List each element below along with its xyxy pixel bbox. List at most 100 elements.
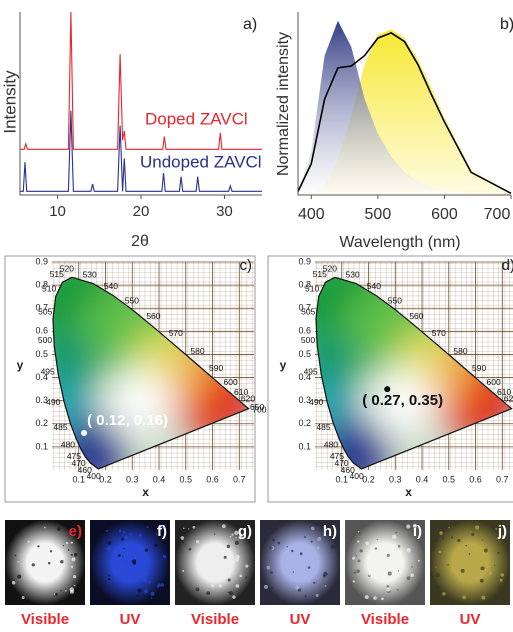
speckle: [129, 533, 132, 536]
speckle: [229, 535, 232, 538]
speckle: [122, 555, 124, 557]
speckle: [286, 546, 288, 548]
photo-caption: Visible: [361, 611, 409, 628]
speckle: [499, 578, 503, 582]
speckle: [147, 594, 151, 598]
speckle: [471, 532, 475, 536]
speckle: [374, 547, 378, 550]
speckle: [243, 588, 248, 593]
speckle: [41, 568, 43, 571]
y-tick-label: 0.8: [298, 279, 311, 289]
speckle: [105, 529, 108, 532]
speckle: [213, 533, 216, 535]
x-tick-label: 0.2: [99, 474, 112, 484]
y-axis-label: Normalized intensity: [275, 32, 292, 176]
speckle: [182, 541, 184, 544]
locus-label: 495: [304, 367, 318, 377]
speckle: [108, 578, 111, 581]
locus-label: 400: [86, 471, 100, 481]
speckle: [356, 569, 360, 574]
speckle: [65, 541, 69, 545]
speckle: [47, 561, 51, 565]
locus-label: 530: [82, 270, 96, 280]
speckle: [106, 546, 112, 551]
x-tick-label: 0.4: [153, 474, 166, 484]
locus-label: 560: [409, 311, 423, 321]
speckle: [71, 557, 76, 562]
speckle: [357, 530, 360, 533]
y-tick-label: 0.1: [298, 441, 311, 451]
axis-frame: [19, 12, 262, 196]
speckle: [386, 585, 390, 588]
speckle: [238, 535, 243, 540]
speckle: [465, 544, 468, 547]
x-tick-label: 0.6: [206, 474, 219, 484]
x-tick-label: 0.1: [335, 474, 348, 484]
speckle: [451, 569, 455, 573]
panel-label: c): [240, 257, 253, 274]
locus-label: 400: [349, 471, 363, 481]
speckle: [497, 524, 502, 529]
speckle: [122, 530, 125, 533]
locus-label: 485: [53, 422, 67, 432]
y-axis-label: Intensity: [0, 70, 19, 134]
locus-label: 540: [104, 281, 118, 291]
speckle: [70, 553, 73, 556]
speckle: [21, 596, 25, 600]
locus-label: 540: [367, 281, 381, 291]
photo-caption: Visible: [191, 611, 239, 628]
y-tick-label: 0.1: [35, 441, 48, 451]
speckle: [245, 564, 249, 568]
speckle: [27, 540, 30, 543]
annotation: Doped ZAVCl: [145, 109, 248, 128]
speckle: [206, 591, 211, 595]
speckle: [57, 527, 61, 531]
locus-label: 495: [41, 367, 55, 377]
spectrum-area: [298, 20, 511, 196]
speckle: [235, 554, 240, 559]
speckle: [479, 578, 484, 583]
x-tick-label: 30: [216, 203, 233, 220]
speckle: [272, 538, 275, 542]
speckle: [375, 554, 380, 559]
speckle: [359, 549, 363, 553]
speckle: [67, 549, 70, 551]
speckle: [160, 525, 164, 529]
speckle: [263, 584, 269, 589]
x-tick-label: 10: [49, 203, 66, 220]
locus-label: 460: [78, 465, 92, 475]
locus-label: 620: [241, 394, 255, 404]
speckle: [315, 593, 319, 597]
speckle: [218, 584, 223, 588]
speckle: [483, 548, 488, 553]
spectrum-line: [297, 32, 512, 195]
speckle: [435, 585, 440, 590]
speckle: [368, 553, 372, 558]
speckle: [60, 590, 62, 592]
speckle: [17, 574, 22, 579]
x-tick-label: 20: [133, 203, 150, 220]
speckle: [448, 526, 450, 529]
speckle: [210, 583, 215, 588]
speckle: [442, 592, 446, 596]
speckle: [481, 595, 486, 600]
locus-label: 620: [504, 394, 513, 404]
y-tick-label: 0.3: [35, 395, 48, 405]
speckle: [355, 555, 357, 557]
speckle: [306, 578, 311, 583]
speckle: [487, 565, 491, 570]
speckle: [381, 556, 386, 560]
speckle: [44, 526, 46, 529]
speckle: [286, 570, 291, 575]
speckle: [123, 559, 128, 564]
speckle: [461, 581, 465, 584]
y-tick-label: 0.3: [298, 395, 311, 405]
photo-label: j): [497, 523, 507, 540]
cie-point: [81, 430, 88, 437]
speckle: [292, 571, 295, 573]
color-blob: [368, 365, 439, 436]
speckle: [323, 571, 328, 577]
y-tick-label: 0.4: [298, 372, 311, 382]
speckle: [269, 546, 273, 550]
